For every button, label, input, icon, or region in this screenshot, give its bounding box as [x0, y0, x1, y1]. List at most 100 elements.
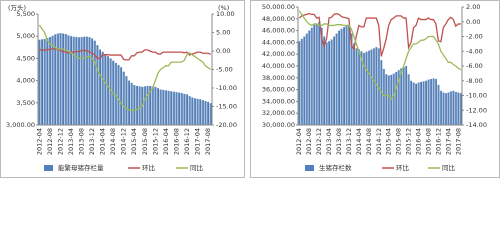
bar — [175, 92, 178, 125]
bar — [352, 43, 355, 125]
bar — [400, 68, 403, 125]
bar — [125, 76, 128, 125]
legend-label: 环比 — [142, 163, 156, 172]
bar — [38, 39, 41, 125]
bar — [143, 86, 146, 125]
bar — [180, 93, 183, 125]
bar — [188, 96, 191, 125]
bar — [83, 36, 86, 126]
chart-page: 3,000.00 3,500 4,000 4,500 5,000 5,500 -20.00 -… — [0, 0, 500, 178]
bar — [130, 82, 133, 125]
y2-tick-label: 2.00 — [466, 3, 480, 11]
bar — [444, 93, 447, 125]
bar — [412, 82, 415, 125]
bar — [308, 30, 311, 126]
legend-label: 能繁母猪存栏量 — [58, 163, 104, 172]
x-tick-label: 2016-12 — [183, 128, 191, 155]
y-tick-label: 38,000.00 — [262, 74, 295, 82]
x-tick-label: 2017-04 — [194, 128, 202, 155]
x-tick-label: 2014-12 — [120, 128, 128, 155]
bar — [434, 78, 437, 125]
bar — [442, 92, 445, 125]
x-tick-label: 2014-08 — [109, 128, 117, 155]
bar — [117, 65, 120, 125]
bar — [67, 35, 70, 126]
bar — [415, 83, 418, 125]
bar — [300, 38, 303, 125]
bar — [199, 99, 202, 125]
y-tick-label: 36,000.00 — [262, 86, 295, 94]
bar — [318, 21, 321, 125]
bar — [345, 25, 348, 126]
bar — [64, 33, 67, 126]
bar — [151, 86, 154, 125]
bar — [46, 37, 49, 126]
bar — [162, 89, 165, 125]
y2-tick-label: -5.00 — [216, 66, 233, 74]
bar — [457, 92, 460, 125]
y-tick-label: 3,500 — [16, 99, 35, 107]
bar — [417, 82, 420, 125]
bar — [377, 48, 380, 125]
bar — [320, 27, 323, 125]
bar — [365, 51, 368, 126]
bar — [395, 71, 398, 125]
bar — [335, 33, 338, 125]
y-tick-label: 34,000.00 — [262, 97, 295, 105]
y-tick-label: 44,000.00 — [262, 38, 295, 46]
x-tick-label: 2015-04 — [130, 128, 138, 155]
line-series — [298, 12, 461, 57]
bar — [164, 90, 167, 125]
bar — [310, 27, 313, 125]
bar — [122, 71, 125, 125]
bar — [146, 85, 149, 125]
y-tick-label: 46,000.00 — [262, 27, 295, 35]
x-tick-label: 2015-12 — [405, 128, 413, 155]
bar — [206, 101, 210, 125]
bar — [209, 103, 212, 125]
y-tick-label: 32,000.00 — [262, 109, 295, 117]
bar — [437, 84, 440, 125]
x-tick-label: 2013-04 — [67, 128, 75, 155]
line-series — [38, 24, 212, 111]
y2-tick-label: -12.00 — [466, 106, 487, 114]
bar — [56, 33, 59, 126]
bar — [347, 24, 350, 126]
bar — [420, 81, 422, 125]
y-tick-label: 5,500 — [16, 10, 35, 18]
line-series — [298, 10, 462, 101]
bar — [40, 39, 44, 125]
bar — [397, 70, 400, 125]
bar — [340, 28, 343, 125]
bar — [323, 36, 326, 125]
bar — [69, 36, 73, 126]
x-tick-label: 2014-04 — [99, 128, 107, 155]
bar — [385, 74, 388, 125]
legend-label: 环比 — [396, 163, 410, 172]
bar — [148, 85, 152, 125]
bar — [424, 80, 427, 125]
y2-tick-label: -2.00 — [466, 33, 483, 41]
y2-tick-label: -8.00 — [466, 77, 483, 85]
y2-tick-label: 0.00 — [216, 47, 230, 55]
bar — [355, 48, 358, 125]
bar — [432, 78, 435, 125]
x-tick-label: 2016-12 — [434, 128, 442, 155]
y-tick-label: 4,000 — [16, 77, 35, 85]
bar — [133, 85, 136, 125]
bar — [109, 58, 112, 125]
bar — [313, 24, 316, 126]
bar — [410, 80, 413, 125]
x-tick-label: 2012-08 — [305, 128, 313, 155]
x-tick-label: 2015-08 — [395, 128, 403, 155]
y2-tick-label: -4.00 — [466, 47, 483, 55]
bar — [138, 86, 141, 125]
legend-label: 生猪存栏数 — [319, 163, 352, 172]
y-tick-label: 30,000.00 — [262, 121, 295, 129]
x-tick-label: 2016-08 — [172, 128, 180, 155]
bar — [159, 89, 162, 125]
bar — [93, 40, 96, 125]
y2-tick-label: -10.00 — [466, 92, 487, 100]
bar — [315, 23, 318, 125]
frame — [0, 0, 245, 178]
